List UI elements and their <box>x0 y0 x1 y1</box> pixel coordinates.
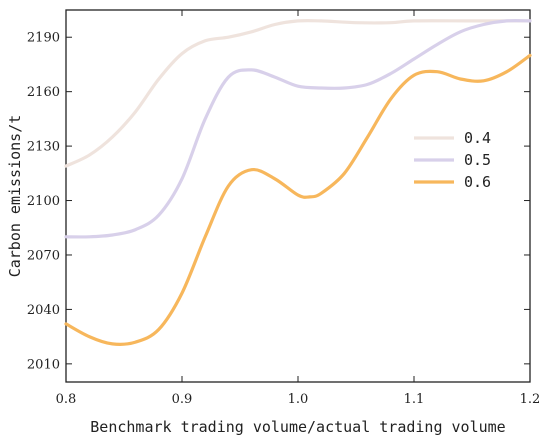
y-tick-label: 2010 <box>27 357 60 372</box>
legend: 0.4 0.5 0.6 <box>414 129 491 191</box>
y-tick-label: 2130 <box>27 140 60 155</box>
x-tick-label: 1.2 <box>520 392 541 407</box>
legend-label-2: 0.6 <box>464 173 491 191</box>
y-axis-title: Carbon emissions/t <box>6 115 24 278</box>
x-tick-label: 1.0 <box>288 392 309 407</box>
x-axis-title: Benchmark trading volume/actual trading … <box>90 418 505 436</box>
x-tick-label: 0.8 <box>56 392 77 407</box>
x-tick-label: 1.1 <box>404 392 425 407</box>
legend-label-0: 0.4 <box>464 129 491 147</box>
y-tick-label: 2040 <box>27 303 60 318</box>
y-tick-label: 2160 <box>27 85 60 100</box>
y-tick-label: 2100 <box>27 194 60 209</box>
x-tick-label: 0.9 <box>172 392 193 407</box>
legend-label-1: 0.5 <box>464 151 491 169</box>
series-line-1 <box>64 19 532 239</box>
y-tick-label: 2070 <box>27 248 60 263</box>
ticks: 0.8 0.9 1.0 1.1 1.2 2010 2040 2070 2100 2130 2160 2… <box>27 10 540 407</box>
y-tick-label: 2190 <box>27 31 60 46</box>
series-lines <box>64 18 532 346</box>
series-line-2 <box>64 53 532 346</box>
series-line-0 <box>64 18 532 168</box>
